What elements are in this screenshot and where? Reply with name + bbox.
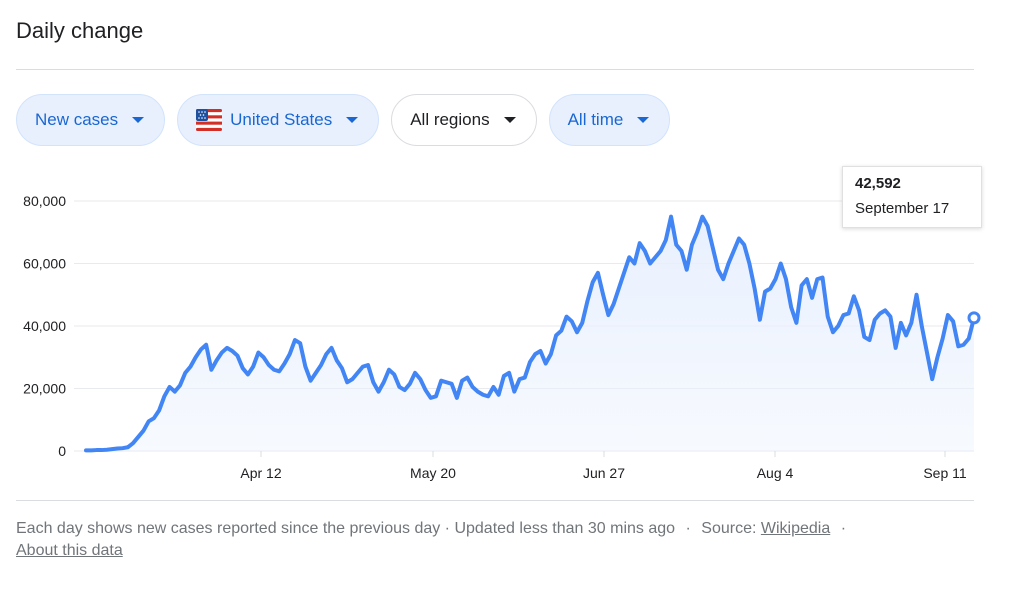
range-dropdown[interactable]: All time bbox=[548, 94, 671, 146]
y-tick-label: 60,000 bbox=[23, 256, 66, 272]
location-dropdown[interactable]: United States bbox=[177, 94, 380, 146]
metric-dropdown[interactable]: New cases bbox=[16, 94, 166, 146]
header-divider bbox=[16, 69, 974, 70]
y-tick-label: 20,000 bbox=[23, 381, 66, 397]
footer-description: Each day shows new cases reported since … bbox=[16, 520, 676, 537]
x-tick-label: Apr 12 bbox=[240, 465, 281, 481]
series-area bbox=[86, 216, 974, 451]
y-tick-label: 40,000 bbox=[23, 318, 66, 334]
about-data-link[interactable]: About this data bbox=[16, 542, 123, 559]
x-tick-label: Aug 4 bbox=[757, 465, 794, 481]
tooltip-value: 42,592 bbox=[855, 175, 901, 192]
hover-point bbox=[967, 311, 981, 325]
region-dropdown[interactable]: All regions bbox=[391, 94, 537, 146]
wikipedia-link[interactable]: Wikipedia bbox=[760, 520, 831, 537]
x-tick-label: Jun 27 bbox=[583, 465, 625, 481]
location-dropdown-label: United States bbox=[230, 110, 333, 129]
filter-bar: New cases United States All regions bbox=[16, 94, 671, 146]
footer-divider bbox=[16, 500, 974, 501]
x-tick-label: May 20 bbox=[410, 465, 456, 481]
x-tick-label: Sep 11 bbox=[923, 465, 967, 481]
caret-down-icon bbox=[132, 117, 145, 123]
series-line bbox=[84, 214, 976, 453]
page-title: Daily change bbox=[16, 18, 144, 43]
us-flag-icon bbox=[196, 109, 223, 131]
chart-tooltip: 42,592 September 17 bbox=[842, 166, 982, 228]
footer-note: Each day shows new cases reported since … bbox=[16, 518, 976, 562]
caret-down-icon bbox=[637, 117, 650, 123]
caret-down-icon bbox=[503, 117, 516, 123]
daily-cases-chart[interactable]: 0 20,000 40,000 60,000 80,000 Apr 12 May 20 Jun… bbox=[0, 160, 1024, 490]
separator-dot: · bbox=[685, 520, 691, 537]
y-tick-label: 80,000 bbox=[23, 193, 66, 209]
separator-dot: · bbox=[840, 520, 847, 537]
range-dropdown-label: All time bbox=[567, 110, 624, 129]
source-label: Source: bbox=[701, 520, 757, 537]
y-tick-label: 0 bbox=[58, 443, 66, 459]
metric-dropdown-label: New cases bbox=[35, 110, 119, 129]
region-dropdown-label: All regions bbox=[410, 110, 490, 129]
caret-down-icon bbox=[346, 117, 359, 123]
tooltip-date: September 17 bbox=[855, 200, 950, 217]
